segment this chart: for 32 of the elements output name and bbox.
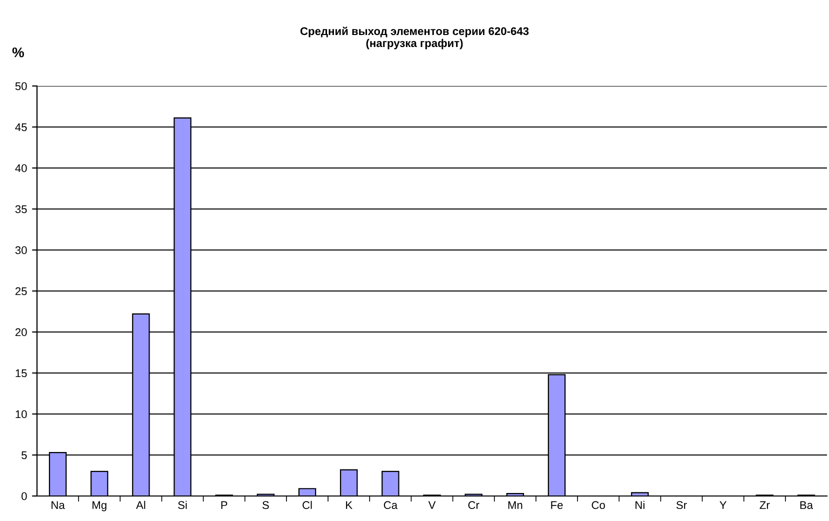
x-tick-label: P xyxy=(221,501,228,509)
x-tick-label: V xyxy=(428,501,436,509)
x-tick-label: Na xyxy=(52,501,65,510)
x-tick-label: Zr xyxy=(760,501,770,509)
x-tick-label: Ba xyxy=(800,501,814,510)
x-tick-label: Si xyxy=(178,500,187,510)
chart-title: Средний выход элементов серии 620-643 (нагрузка графит) xyxy=(300,26,529,50)
x-tick-label: Sr xyxy=(676,501,687,510)
x-tick-label: K xyxy=(346,501,352,509)
x-tick-label: Ni xyxy=(636,500,644,509)
y-tick-label: 5 xyxy=(22,451,27,460)
y-tick-label: 25 xyxy=(15,287,27,296)
y-tick-label: 20 xyxy=(15,328,27,336)
x-tick-label: S xyxy=(262,501,269,510)
x-tick-label: Al xyxy=(136,500,146,509)
y-tick-label: 40 xyxy=(15,164,27,172)
y-tick-label: 0 xyxy=(22,492,27,500)
y-tick-label: 50 xyxy=(15,82,27,90)
x-tick-label: Mg xyxy=(92,501,106,512)
x-tick-label: Cl xyxy=(302,500,312,510)
y-axis-title: % xyxy=(12,47,24,58)
x-tick-label: Cr xyxy=(468,501,480,510)
x-tick-label: Mn xyxy=(508,501,522,509)
y-tick-label: 45 xyxy=(15,123,27,132)
y-tick-label: 35 xyxy=(15,205,27,214)
x-tick-label: Fe xyxy=(551,501,563,510)
x-tick-label: Ca xyxy=(384,501,398,510)
y-tick-label: 30 xyxy=(15,246,27,254)
x-tick-label: Y xyxy=(720,501,727,509)
y-tick-label: 15 xyxy=(16,369,27,378)
y-tick-label: 10 xyxy=(16,410,27,418)
x-tick-label: Co xyxy=(592,501,605,510)
